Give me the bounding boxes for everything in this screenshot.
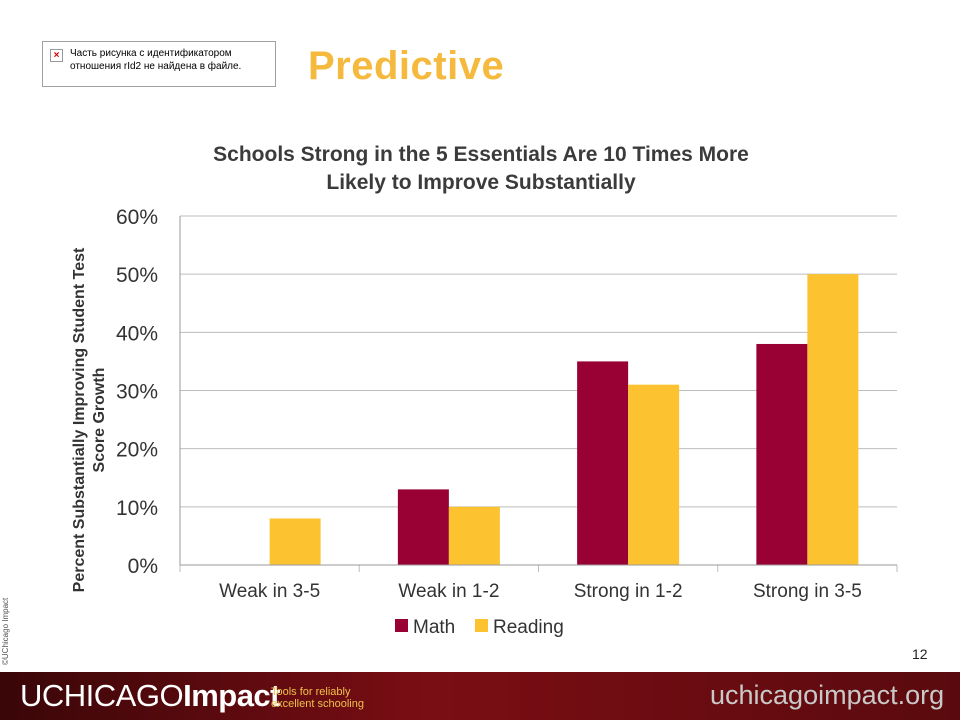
y-tick-label: 10%	[116, 497, 158, 520]
bar-reading	[628, 384, 680, 565]
logo-text-impact: Impact	[183, 678, 280, 713]
bar-reading	[807, 274, 859, 565]
y-tick-label: 20%	[116, 439, 158, 462]
missing-image-message-line2: отношения rId2 не найдена в файле.	[70, 61, 242, 72]
y-tick-label: 40%	[116, 322, 158, 345]
x-tick-label: Weak in 3-5	[219, 581, 320, 602]
bar-reading	[448, 506, 500, 565]
y-tick-label: 50%	[116, 264, 158, 287]
tagline-line2: excellent schooling	[271, 698, 364, 710]
footer-tagline: Tools for reliably excellent schooling	[271, 686, 381, 710]
bar-math	[397, 489, 449, 565]
legend-swatch-reading	[475, 619, 488, 632]
page-number: 12	[912, 646, 928, 662]
missing-image-placeholder: × Часть рисунка с идентификатором отноше…	[42, 41, 276, 87]
tagline-line1: Tools for reliably	[271, 686, 351, 698]
missing-image-message: Часть рисунка с идентификатором отношени…	[70, 47, 270, 73]
legend-swatch-math	[395, 619, 408, 632]
uchicago-impact-logo: UCHICAGOImpact	[20, 678, 280, 714]
bar-chart: Schools Strong in the 5 Essentials Are 1…	[71, 143, 898, 638]
y-axis-label-line1: Percent Substantially Improving Student …	[71, 247, 88, 592]
logo-text-uchicago: UCHICAGO	[20, 678, 184, 713]
slide-title: Predictive	[308, 44, 505, 88]
legend-label-reading: Reading	[493, 617, 564, 638]
copyright-notice: ©UChicago Impact	[1, 597, 10, 665]
website-url: uchicagoimpact.org	[710, 680, 945, 710]
y-tick-label: 60%	[116, 206, 158, 229]
y-tick-label: 0%	[128, 555, 158, 578]
bar-math	[577, 361, 629, 565]
x-tick-label: Strong in 1-2	[574, 581, 683, 602]
chart-title-line1: Schools Strong in the 5 Essentials Are 1…	[213, 143, 749, 166]
bar-math	[756, 343, 808, 565]
chart-title-line2: Likely to Improve Substantially	[326, 171, 636, 194]
missing-image-message-line1: Часть рисунка с идентификатором	[70, 48, 232, 59]
bar-reading	[269, 518, 321, 565]
broken-image-icon: ×	[50, 49, 63, 62]
x-tick-label: Strong in 3-5	[753, 581, 862, 602]
legend-label-math: Math	[413, 617, 455, 638]
footer-banner: UCHICAGOImpact Tools for reliably excell…	[0, 672, 960, 720]
y-tick-label: 30%	[116, 381, 158, 404]
y-axis-label-line2: Score Growth	[91, 368, 108, 473]
x-tick-label: Weak in 1-2	[398, 581, 499, 602]
